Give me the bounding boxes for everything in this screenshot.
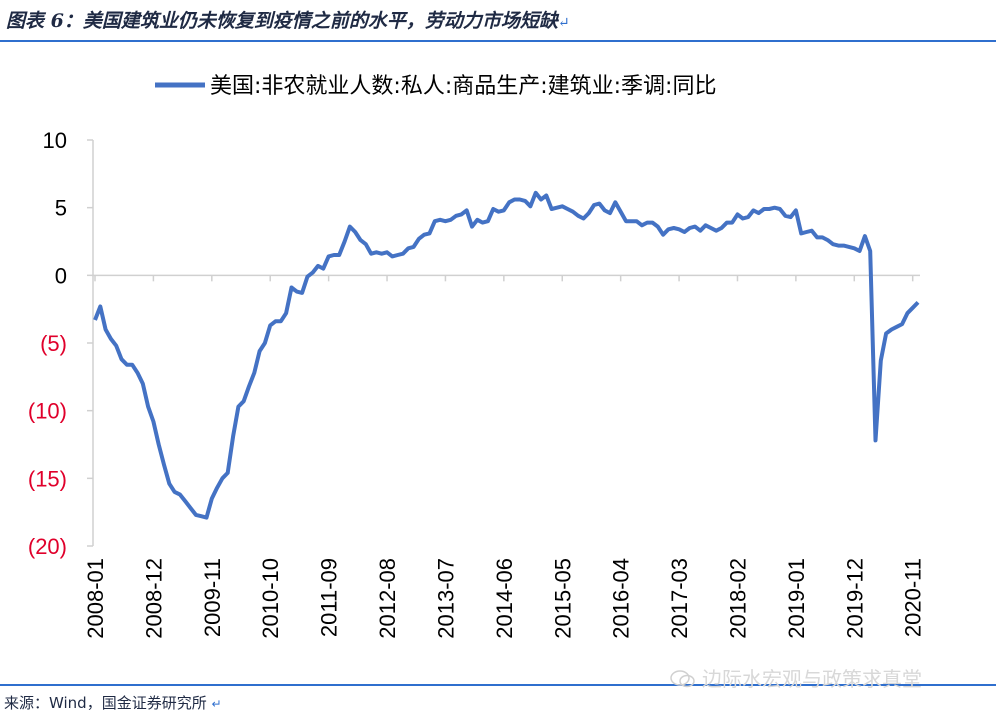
x-tick-label: 2011-09 [317, 558, 342, 637]
x-tick-label: 2008-12 [141, 558, 166, 639]
x-tick-label: 2014-06 [492, 558, 517, 639]
x-tick-label: 2010-10 [258, 558, 283, 639]
x-tick-label: 2008-01 [83, 558, 108, 639]
y-tick-label: (20) [28, 534, 67, 559]
wechat-icon [670, 670, 695, 688]
x-tick-label: 2016-04 [609, 558, 634, 639]
y-tick-label: (5) [40, 331, 67, 356]
source-text: 来源：Wind，国金证券研究所 [4, 694, 207, 712]
source-return-mark: ↵ [211, 697, 222, 711]
y-tick-label: (10) [28, 399, 67, 424]
source-note: 来源：Wind，国金证券研究所 ↵ [4, 692, 222, 713]
x-tick-label: 2017-03 [667, 558, 692, 639]
figure-title-text: 图表 6：美国建筑业仍未恢复到疫情之前的水平，劳动力市场短缺 [6, 10, 558, 32]
x-tick-label: 2015-05 [550, 558, 575, 639]
y-tick-label: (15) [28, 466, 67, 491]
watermark: 边际水宏观与政策求真堂 [668, 663, 922, 692]
legend-label: 美国:非农就业人数:私人:商品生产:建筑业:季调:同比 [210, 74, 716, 99]
x-tick-label: 2018-02 [725, 558, 750, 639]
x-tick-label: 2012-08 [375, 558, 400, 639]
top-rule [0, 40, 996, 42]
figure-title: 图表 6：美国建筑业仍未恢复到疫情之前的水平，劳动力市场短缺↵ [6, 6, 570, 33]
x-tick-label: 2019-12 [842, 558, 867, 639]
x-tick-label: 2019-01 [784, 558, 809, 639]
y-tick-label: 0 [55, 263, 67, 288]
y-tick-label: 10 [43, 128, 67, 153]
return-mark: ↵ [557, 15, 570, 31]
line-chart: 美国:非农就业人数:私人:商品生产:建筑业:季调:同比 10 5 0 (5) (10) (… [28, 74, 926, 639]
watermark-text: 边际水宏观与政策求真堂 [702, 667, 922, 691]
y-tick-label: 5 [55, 196, 67, 221]
x-tick-label: 2013-07 [433, 558, 458, 639]
chart-legend: 美国:非农就业人数:私人:商品生产:建筑业:季调:同比 [155, 74, 716, 99]
series-line [93, 190, 920, 520]
y-axis-ticks: 10 5 0 (5) (10) (15) (20) [28, 128, 93, 559]
bottom-rule [0, 684, 996, 686]
x-tick-label: 2009-11 [200, 558, 225, 637]
x-axis-ticks: 2008-01 2008-12 2009-11 2010-10 2011-09 2012-… [83, 275, 926, 639]
x-tick-label: 2020-11 [901, 558, 926, 637]
